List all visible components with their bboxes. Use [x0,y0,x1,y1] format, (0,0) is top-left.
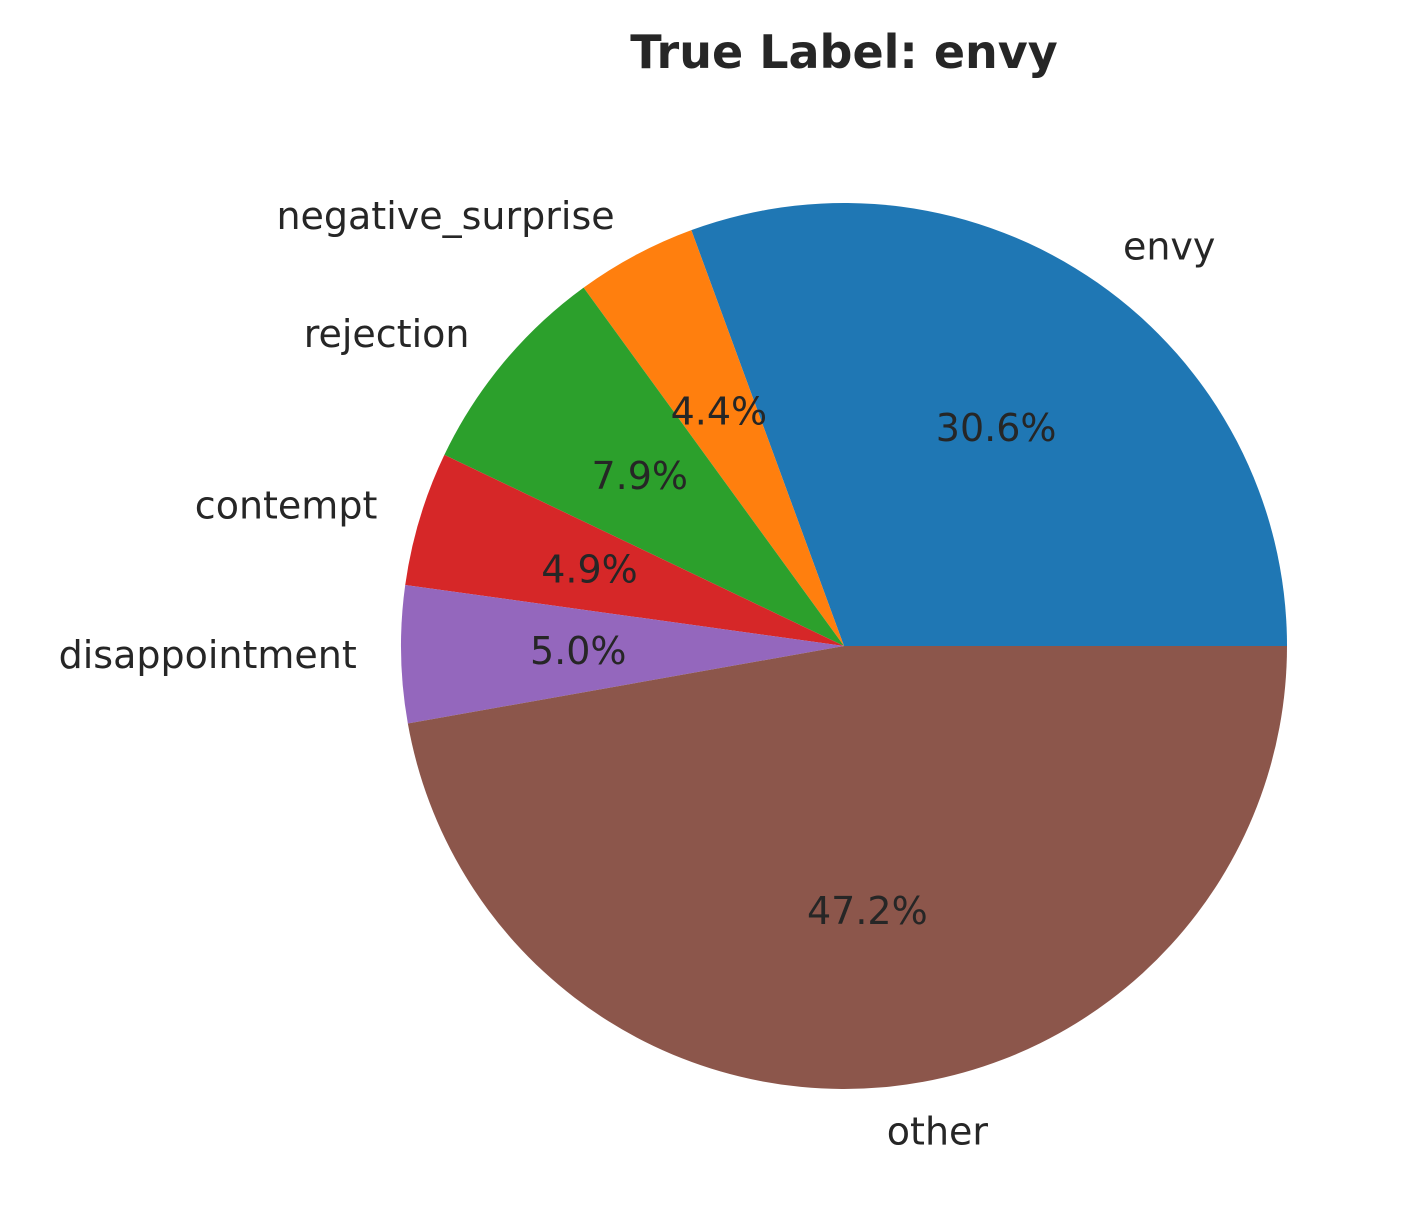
pie-slice-other [407,646,1287,1089]
pie-slices [401,203,1287,1089]
slice-label-negative-surprise: negative_surprise [276,194,614,238]
slice-percent-rejection: 7.9% [591,454,688,498]
pie-slice-disappointment [401,584,844,724]
slice-label-other: other [887,1109,989,1153]
slice-label-rejection: rejection [304,312,470,356]
slice-label-envy: envy [1123,224,1215,268]
slice-percent-other: 47.2% [807,889,928,933]
slice-percent-disappointment: 5.0% [530,629,627,673]
slice-label-contempt: contempt [195,484,378,528]
slice-label-disappointment: disappointment [59,633,357,677]
pie-slice-negative-surprise [583,230,844,646]
pie-labels: envy 30.6% negative_surprise 4.4% rejection 7… [59,194,1216,1153]
slice-percent-contempt: 4.9% [541,547,638,591]
slice-percent-envy: 30.6% [936,406,1057,450]
pie-slice-rejection [444,287,844,646]
chart-title: True Label: envy [630,25,1058,79]
slice-percent-negative-surprise: 4.4% [671,389,768,433]
pie-slice-envy [691,203,1287,646]
pie-slice-contempt [405,454,844,646]
